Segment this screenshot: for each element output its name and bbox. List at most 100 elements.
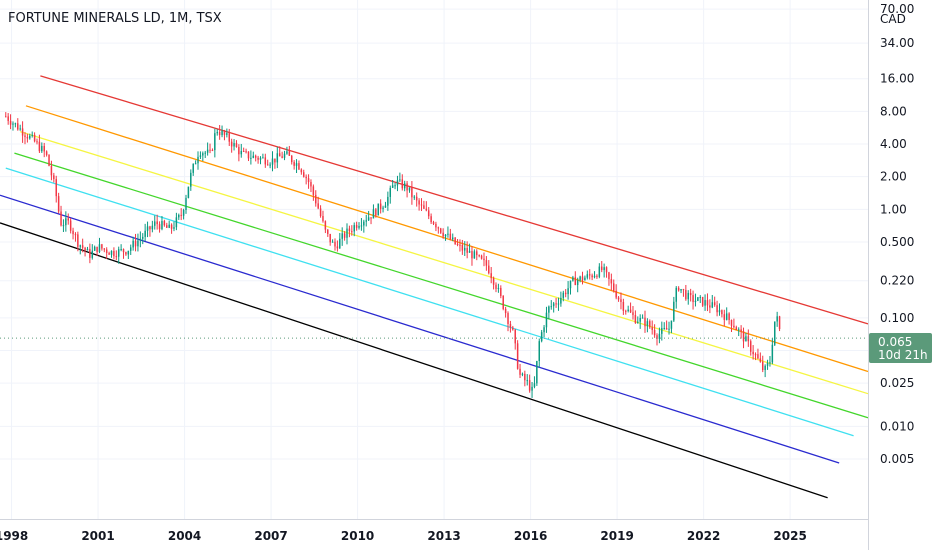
candle-body bbox=[9, 120, 12, 125]
channel-lines[interactable] bbox=[0, 75, 869, 499]
candle-body bbox=[60, 211, 62, 226]
candle-body bbox=[245, 151, 247, 153]
y-tick-label: 0.005 bbox=[880, 452, 914, 466]
symbol-title[interactable]: FORTUNE MINERALS LD, 1M, TSX bbox=[8, 11, 222, 26]
candles bbox=[5, 112, 781, 398]
candle-body bbox=[574, 277, 577, 286]
candle-body bbox=[673, 301, 675, 321]
candle-body bbox=[555, 303, 557, 305]
candle-body bbox=[187, 186, 190, 198]
channel-line[interactable] bbox=[14, 152, 869, 419]
candle-body bbox=[286, 151, 288, 154]
candle-body bbox=[454, 237, 456, 244]
candle-body bbox=[476, 251, 478, 256]
candle-body bbox=[105, 249, 108, 253]
candle-body bbox=[713, 302, 716, 306]
candle-body bbox=[7, 116, 9, 121]
candle-body bbox=[351, 231, 353, 233]
candle-body bbox=[141, 236, 144, 239]
candle-body bbox=[67, 218, 69, 221]
candle-body bbox=[382, 207, 384, 209]
candle-body bbox=[461, 244, 464, 251]
candle-body bbox=[757, 354, 759, 359]
channel-line[interactable] bbox=[0, 222, 828, 499]
candle-body bbox=[637, 321, 639, 323]
candle-body bbox=[93, 246, 96, 251]
candle-body bbox=[185, 197, 187, 211]
candle-body bbox=[742, 331, 745, 342]
candle-body bbox=[536, 361, 538, 384]
time-scale[interactable]: 1998 2001 2004 2007 2010 2013 2016 2019 2022 2025 bbox=[0, 529, 807, 543]
candle-body bbox=[504, 308, 507, 314]
candle-body bbox=[776, 316, 778, 322]
candle-body bbox=[411, 187, 413, 198]
channel-line[interactable] bbox=[40, 75, 869, 325]
candle-body bbox=[435, 223, 437, 228]
candle-body bbox=[26, 136, 29, 139]
candle-body bbox=[629, 309, 632, 313]
candle-body bbox=[348, 228, 351, 232]
candle-body bbox=[360, 225, 363, 227]
x-tick-label: 2001 bbox=[81, 529, 114, 543]
candle-body bbox=[415, 196, 418, 201]
channel-line[interactable] bbox=[25, 105, 869, 373]
candle-body bbox=[233, 143, 235, 147]
candle-body bbox=[221, 130, 223, 136]
candle-body bbox=[69, 220, 72, 231]
candle-body bbox=[293, 162, 295, 166]
candle-body bbox=[154, 221, 156, 226]
candle-body bbox=[194, 163, 197, 165]
currency-label[interactable]: CAD bbox=[880, 12, 906, 26]
candle-body bbox=[278, 153, 281, 157]
candle-body bbox=[593, 275, 596, 278]
candle-body bbox=[269, 164, 271, 166]
candle-body bbox=[36, 141, 38, 143]
candle-body bbox=[62, 225, 65, 227]
candle-body bbox=[485, 260, 488, 266]
x-tick-label: 2004 bbox=[168, 529, 201, 543]
candle-body bbox=[603, 267, 605, 271]
candle-body bbox=[144, 230, 146, 237]
candle-body bbox=[192, 163, 194, 173]
candle-body bbox=[387, 196, 389, 206]
candle-body bbox=[295, 163, 298, 166]
candle-body bbox=[384, 205, 387, 208]
candle-body bbox=[96, 246, 98, 252]
candle-body bbox=[50, 165, 53, 176]
candle-body bbox=[444, 234, 447, 237]
candle-body bbox=[247, 151, 250, 159]
candle-body bbox=[427, 210, 430, 217]
candle-body bbox=[202, 153, 204, 156]
channel-line[interactable] bbox=[5, 167, 854, 437]
candle-body bbox=[389, 187, 392, 197]
candle-body bbox=[557, 303, 560, 305]
candle-body bbox=[24, 135, 26, 137]
candle-body bbox=[425, 208, 428, 211]
channel-line[interactable] bbox=[19, 131, 869, 395]
price-badge[interactable]: 0.065 10d 21h bbox=[869, 333, 932, 363]
candle-body bbox=[677, 287, 680, 291]
candle-body bbox=[634, 315, 637, 323]
candle-body bbox=[639, 318, 641, 322]
price-scale[interactable]: 70.00 34.00 16.00 8.00 4.00 2.00 1.00 0.500 0.22… bbox=[880, 2, 914, 466]
candle-body bbox=[14, 123, 17, 125]
candle-body bbox=[77, 234, 79, 247]
candle-body bbox=[759, 358, 762, 362]
candle-body bbox=[464, 247, 466, 251]
candle-body bbox=[596, 275, 598, 277]
candle-body bbox=[704, 300, 706, 306]
candle-body bbox=[661, 328, 663, 334]
candle-body bbox=[478, 255, 480, 257]
bar-countdown: 10d 21h bbox=[878, 348, 928, 362]
candle-body bbox=[379, 203, 382, 209]
candle-body bbox=[120, 249, 122, 251]
y-tick-label: 16.00 bbox=[880, 72, 914, 86]
candle-body bbox=[271, 158, 274, 165]
candle-body bbox=[110, 250, 113, 255]
candle-body bbox=[149, 226, 151, 230]
candle-body bbox=[113, 250, 115, 257]
candle-body bbox=[307, 178, 310, 183]
x-tick-label: 2022 bbox=[687, 529, 720, 543]
candle-body bbox=[310, 182, 312, 187]
